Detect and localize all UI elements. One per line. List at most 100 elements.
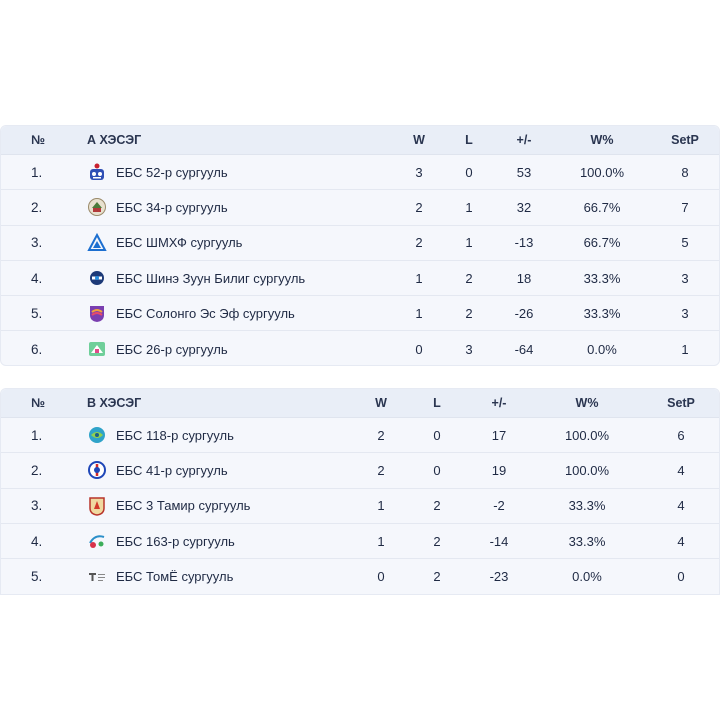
point-diff: 18 (516, 270, 532, 286)
team-cell[interactable]: ЕБС Шинэ Зуун Билиг сургууль (87, 261, 305, 295)
rank: 1. (31, 164, 43, 180)
losses: 2 (433, 498, 441, 514)
school-41-logo-icon (87, 460, 107, 480)
win-percent: 0.0% (572, 569, 602, 585)
rank: 3. (31, 498, 43, 514)
set-points-column-header[interactable]: SetP (667, 396, 695, 410)
set-points: 4 (677, 462, 685, 478)
rank-column-header: № (31, 396, 45, 410)
three-tamir-logo-icon (87, 496, 107, 516)
win-percent-column-header[interactable]: W% (575, 396, 599, 410)
set-points: 4 (677, 498, 685, 514)
tomyo-school-logo-icon (87, 567, 107, 587)
wins: 1 (415, 270, 423, 286)
win-percent: 33.3% (568, 498, 606, 514)
win-percent: 33.3% (583, 270, 621, 286)
losses-column-header[interactable]: L (433, 396, 441, 410)
table-row[interactable]: 6. ЕБС 26-р сургууль 0 3 -64 0.0% 1 (1, 331, 719, 366)
set-points: 7 (681, 199, 689, 215)
losses: 2 (465, 305, 473, 321)
table-row[interactable]: 4. ЕБС Шинэ Зуун Билиг сургууль 1 2 18 3… (1, 261, 719, 297)
point-diff: 53 (516, 164, 532, 180)
win-percent: 100.0% (564, 462, 610, 478)
table-row[interactable]: 2. ЕБС 34-р сургууль 2 1 32 66.7% 7 (1, 190, 719, 226)
set-points: 1 (681, 341, 689, 357)
team-name[interactable]: ЕБС ТомЁ сургууль (116, 569, 234, 585)
set-points: 8 (681, 164, 689, 180)
win-percent: 66.7% (583, 199, 621, 215)
losses-column-header[interactable]: L (465, 133, 473, 147)
losses: 2 (433, 569, 441, 585)
point-diff: -2 (493, 498, 505, 514)
point-diff: -14 (489, 533, 509, 549)
wins: 0 (415, 341, 423, 357)
team-name[interactable]: ЕБС 3 Тамир сургууль (116, 498, 251, 514)
set-points-column-header[interactable]: SetP (671, 133, 699, 147)
wins: 0 (377, 569, 385, 585)
rank: 5. (31, 569, 43, 585)
set-points: 3 (681, 270, 689, 286)
table-row[interactable]: 1. ЕБС 118-р сургууль 2 0 17 100.0% 6 (1, 418, 719, 454)
team-cell[interactable]: ЕБС 3 Тамир сургууль (87, 489, 250, 523)
team-name[interactable]: ЕБС 52-р сургууль (116, 164, 228, 180)
team-cell[interactable]: ЕБС Солонго Эс Эф сургууль (87, 296, 295, 330)
school-118-logo-icon (87, 425, 107, 445)
rank: 4. (31, 270, 43, 286)
point-diff: 19 (491, 462, 507, 478)
point-diff: -26 (514, 305, 534, 321)
win-percent: 33.3% (568, 533, 606, 549)
group-a-title: А ХЭСЭГ (87, 133, 142, 147)
team-cell[interactable]: ЕБС 26-р сургууль (87, 331, 228, 366)
team-cell[interactable]: ЕБС 41-р сургууль (87, 453, 228, 487)
table-row[interactable]: 5. ЕБС Солонго Эс Эф сургууль 1 2 -26 33… (1, 296, 719, 332)
team-cell[interactable]: ЕБС ТомЁ сургууль (87, 559, 233, 594)
win-percent: 100.0% (564, 427, 610, 443)
set-points: 5 (681, 235, 689, 251)
shmkhf-school-logo-icon (87, 232, 107, 253)
team-name[interactable]: ЕБС Шинэ Зуун Билиг сургууль (116, 270, 306, 286)
rank: 1. (31, 427, 43, 443)
table-row[interactable]: 5. ЕБС ТомЁ сургууль 0 2 -23 0.0% 0 (1, 559, 719, 594)
team-name[interactable]: ЕБС 26-р сургууль (116, 341, 228, 357)
losses: 2 (465, 270, 473, 286)
losses: 0 (433, 462, 441, 478)
team-cell[interactable]: ЕБС 163-р сургууль (87, 524, 235, 558)
table-row[interactable]: 2. ЕБС 41-р сургууль 2 0 19 100.0% 4 (1, 453, 719, 489)
wins: 2 (377, 427, 385, 443)
team-name[interactable]: ЕБС 118-р сургууль (116, 427, 234, 443)
table-row[interactable]: 4. ЕБС 163-р сургууль 1 2 -14 33.3% 4 (1, 524, 719, 560)
team-cell[interactable]: ЕБС 34-р сургууль (87, 190, 228, 224)
team-cell[interactable]: ЕБС 118-р сургууль (87, 418, 234, 452)
group-a-standings-table: № А ХЭСЭГ W L +/- W% SetP 1. ЕБС 52-р су… (0, 125, 720, 366)
losses: 2 (433, 533, 441, 549)
table-row[interactable]: 3. ЕБС 3 Тамир сургууль 1 2 -2 33.3% 4 (1, 489, 719, 524)
school-163-logo-icon (87, 531, 107, 551)
win-percent: 100.0% (579, 164, 625, 180)
losses: 0 (465, 164, 473, 180)
table-row[interactable]: 1. ЕБС 52-р сургууль 3 0 53 100.0% 8 (1, 155, 719, 191)
school-52-logo-icon (87, 162, 107, 182)
point-diff: 32 (516, 199, 532, 215)
win-percent: 0.0% (587, 341, 617, 357)
wins-column-header[interactable]: W (413, 133, 425, 147)
rank: 5. (31, 305, 43, 321)
team-name[interactable]: ЕБС Солонго Эс Эф сургууль (116, 305, 295, 321)
win-percent: 66.7% (583, 235, 621, 251)
rank: 4. (31, 533, 43, 549)
wins-column-header[interactable]: W (375, 396, 387, 410)
table-row[interactable]: 3. ЕБС ШМХФ сургууль 2 1 -13 66.7% 5 (1, 226, 719, 261)
point-diff: -64 (514, 341, 534, 357)
team-name[interactable]: ЕБС 41-р сургууль (116, 462, 228, 478)
team-name[interactable]: ЕБС ШМХФ сургууль (116, 235, 243, 251)
team-cell[interactable]: ЕБС 52-р сургууль (87, 155, 228, 189)
team-name[interactable]: ЕБС 163-р сургууль (116, 533, 235, 549)
wins: 3 (415, 164, 423, 180)
win-percent-column-header[interactable]: W% (590, 133, 614, 147)
team-name[interactable]: ЕБС 34-р сургууль (116, 199, 228, 215)
point-diff-column-header[interactable]: +/- (491, 396, 507, 410)
point-diff-column-header[interactable]: +/- (516, 133, 532, 147)
set-points: 0 (677, 569, 685, 585)
team-cell[interactable]: ЕБС ШМХФ сургууль (87, 226, 242, 260)
wins: 1 (377, 498, 385, 514)
shine-zuun-bilig-logo-icon (87, 268, 107, 288)
